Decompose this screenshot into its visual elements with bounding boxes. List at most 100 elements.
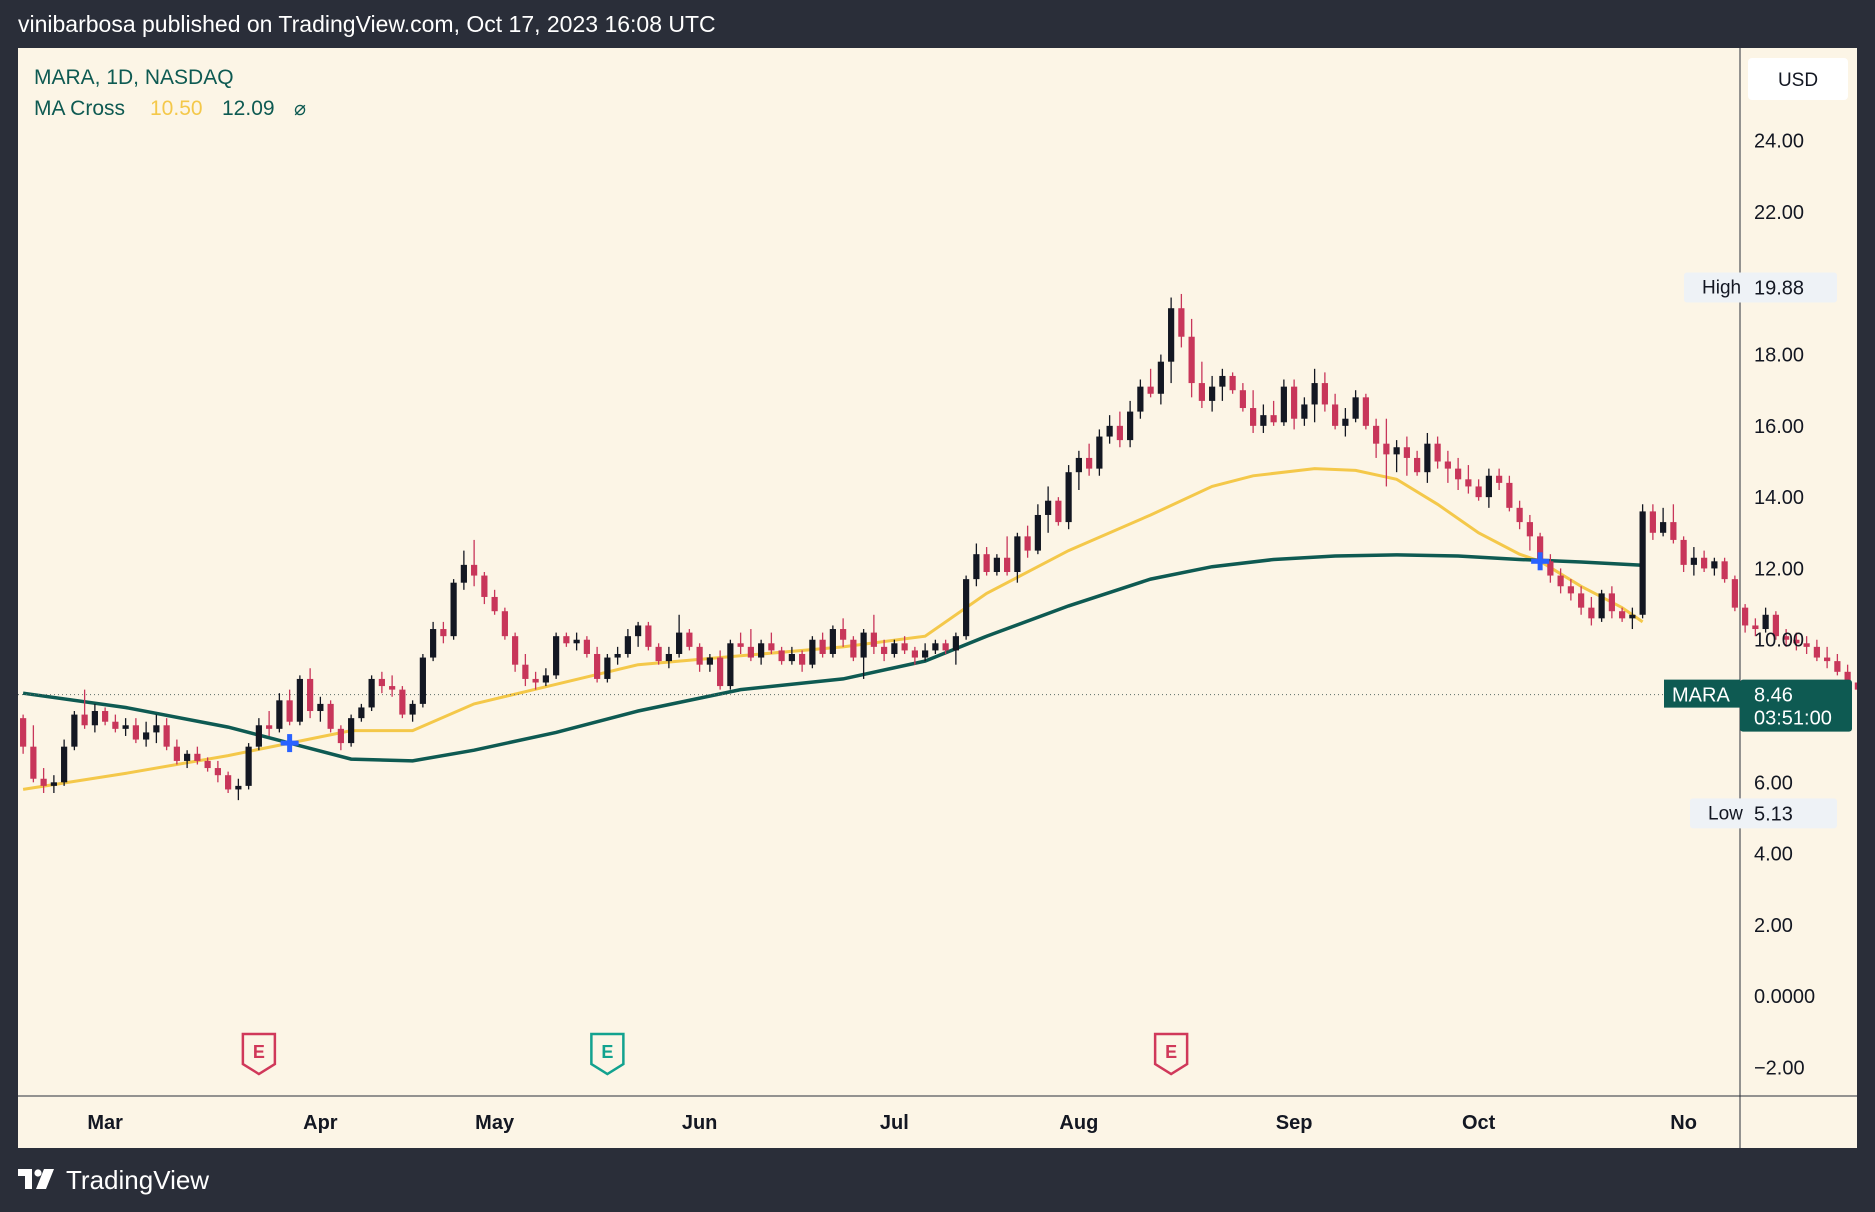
candle[interactable] <box>542 668 549 687</box>
candle[interactable] <box>1065 465 1072 530</box>
candle[interactable] <box>1311 368 1318 423</box>
candle[interactable] <box>1485 468 1492 508</box>
legend-visibility-icon[interactable]: ⌀ <box>294 98 306 120</box>
candle[interactable] <box>655 643 662 665</box>
candle[interactable] <box>112 714 119 733</box>
candle[interactable] <box>1516 500 1523 530</box>
candle[interactable] <box>419 653 426 708</box>
candle[interactable] <box>1444 450 1451 483</box>
candle[interactable] <box>778 646 785 665</box>
candle[interactable] <box>389 675 396 697</box>
candle[interactable] <box>901 636 908 654</box>
earnings-badge[interactable]: E <box>590 1032 625 1076</box>
candle[interactable] <box>1803 636 1810 654</box>
candle[interactable] <box>184 750 191 769</box>
candle[interactable] <box>973 543 980 587</box>
candle[interactable] <box>1557 568 1564 594</box>
candle[interactable] <box>891 639 898 658</box>
candle[interactable] <box>706 653 713 672</box>
candle[interactable] <box>594 646 601 683</box>
candle[interactable] <box>225 771 232 794</box>
candle[interactable] <box>1373 418 1380 458</box>
candle[interactable] <box>1362 393 1369 430</box>
candle[interactable] <box>163 718 170 751</box>
candle[interactable] <box>1055 497 1062 526</box>
candle[interactable] <box>758 639 765 665</box>
candle[interactable] <box>1772 611 1779 640</box>
candle[interactable] <box>266 711 273 736</box>
candle[interactable] <box>1649 504 1656 540</box>
candle[interactable] <box>173 739 180 765</box>
candle[interactable] <box>440 621 447 644</box>
candle[interactable] <box>30 725 37 783</box>
candle[interactable] <box>1229 372 1236 394</box>
candle[interactable] <box>1188 318 1195 398</box>
candle[interactable] <box>1742 604 1749 633</box>
candle[interactable] <box>1024 525 1031 558</box>
candle[interactable] <box>307 668 314 719</box>
candle[interactable] <box>1219 368 1226 401</box>
candle[interactable] <box>71 711 78 751</box>
candle[interactable] <box>696 643 703 672</box>
candle[interactable] <box>942 639 949 654</box>
candle[interactable] <box>153 714 160 744</box>
currency-button[interactable]: USD <box>1748 58 1848 100</box>
candle[interactable] <box>1701 550 1708 572</box>
candle[interactable] <box>286 689 293 726</box>
candle[interactable] <box>102 707 109 726</box>
candle[interactable] <box>143 721 150 747</box>
candle[interactable] <box>1332 393 1339 430</box>
candle[interactable] <box>1526 514 1533 551</box>
candle[interactable] <box>1198 361 1205 409</box>
candle[interactable] <box>1496 468 1503 491</box>
candle[interactable] <box>1383 418 1390 487</box>
candle[interactable] <box>1403 436 1410 476</box>
candle[interactable] <box>1680 536 1687 572</box>
candle[interactable] <box>1291 379 1298 430</box>
candle[interactable] <box>1127 400 1134 448</box>
candle[interactable] <box>81 689 88 729</box>
candle[interactable] <box>245 743 252 790</box>
candle[interactable] <box>501 607 508 640</box>
candle[interactable] <box>327 700 334 733</box>
candle[interactable] <box>604 653 611 683</box>
chart-panel[interactable]: E E E 24.00 22.00 18.00 16.00 14.00 12.00 10.00 6… <box>18 48 1857 1148</box>
candle[interactable] <box>799 650 806 672</box>
candle[interactable] <box>1209 375 1216 412</box>
candle[interactable] <box>553 632 560 679</box>
candle[interactable] <box>993 554 1000 576</box>
legend-indicator-name[interactable]: MA Cross <box>34 97 125 120</box>
candle[interactable] <box>1793 632 1800 651</box>
candle[interactable] <box>583 636 590 658</box>
candle[interactable] <box>850 636 857 662</box>
candle[interactable] <box>952 632 959 665</box>
candle[interactable] <box>1096 429 1103 476</box>
candle[interactable] <box>1578 586 1585 615</box>
candle[interactable] <box>1086 443 1093 476</box>
candle[interactable] <box>214 760 221 783</box>
candle[interactable] <box>1762 607 1769 633</box>
candle[interactable] <box>122 718 129 736</box>
candle[interactable] <box>1567 579 1574 601</box>
candle[interactable] <box>635 621 642 647</box>
candle[interactable] <box>1393 440 1400 473</box>
candle[interactable] <box>91 703 98 733</box>
candle[interactable] <box>358 703 365 722</box>
candle[interactable] <box>1434 436 1441 469</box>
candle[interactable] <box>1619 607 1626 622</box>
candle[interactable] <box>1147 368 1154 398</box>
candle[interactable] <box>1854 675 1857 693</box>
candle[interactable] <box>1321 372 1328 412</box>
candle[interactable] <box>983 547 990 576</box>
candle[interactable] <box>1588 596 1595 626</box>
candle[interactable] <box>204 757 211 772</box>
candle[interactable] <box>1045 486 1052 533</box>
candle[interactable] <box>645 621 652 651</box>
candle[interactable] <box>1178 293 1185 348</box>
candle[interactable] <box>1731 575 1738 612</box>
tradingview-logo[interactable]: TradingView <box>18 1165 209 1196</box>
candle[interactable] <box>737 632 744 654</box>
candle[interactable] <box>1260 404 1267 433</box>
candle[interactable] <box>573 632 580 651</box>
candle[interactable] <box>819 632 826 658</box>
